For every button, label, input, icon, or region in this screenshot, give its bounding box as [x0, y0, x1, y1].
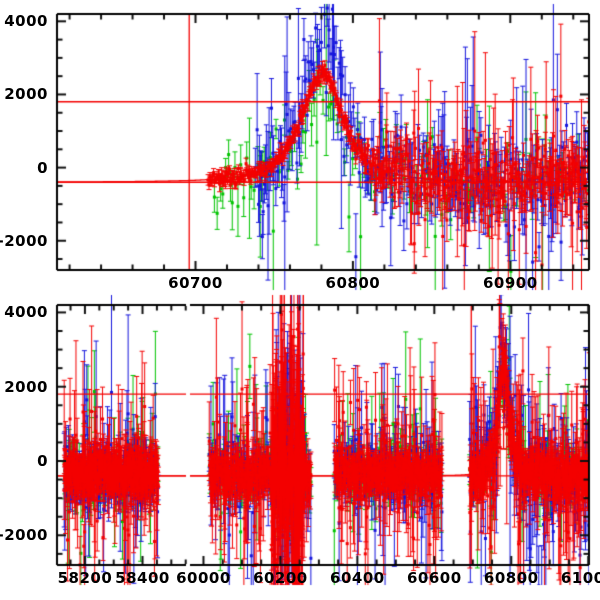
axis-tick-label: 2000	[4, 377, 48, 396]
axis-tick-label: 60900	[482, 274, 538, 292]
axis-tick-label: 60000	[176, 569, 231, 587]
axis-tick-label: 4000	[4, 303, 48, 322]
axis-tick-label: 0	[37, 452, 48, 470]
axis-tick-label: 58400	[115, 569, 170, 587]
axis-tick-label: 60600	[406, 569, 462, 587]
axis-tick-label: 2000	[4, 85, 48, 104]
axis-tick-label: -2000	[0, 526, 48, 545]
axis-tick-label: 61000	[560, 569, 600, 587]
axis-tick-label: 60400	[330, 569, 385, 587]
axis-tick-label: 60800	[483, 569, 539, 587]
axis-tick-label: -2000	[0, 231, 48, 250]
axis-tick-label: 60700	[168, 274, 223, 292]
axis-tick-label: 60800	[325, 274, 381, 292]
axis-tick-label: 0	[37, 158, 48, 177]
axis-tick-label: 58200	[57, 569, 113, 587]
axis-tick-label: 60200	[253, 569, 308, 587]
axis-tick-label: 4000	[4, 12, 48, 31]
